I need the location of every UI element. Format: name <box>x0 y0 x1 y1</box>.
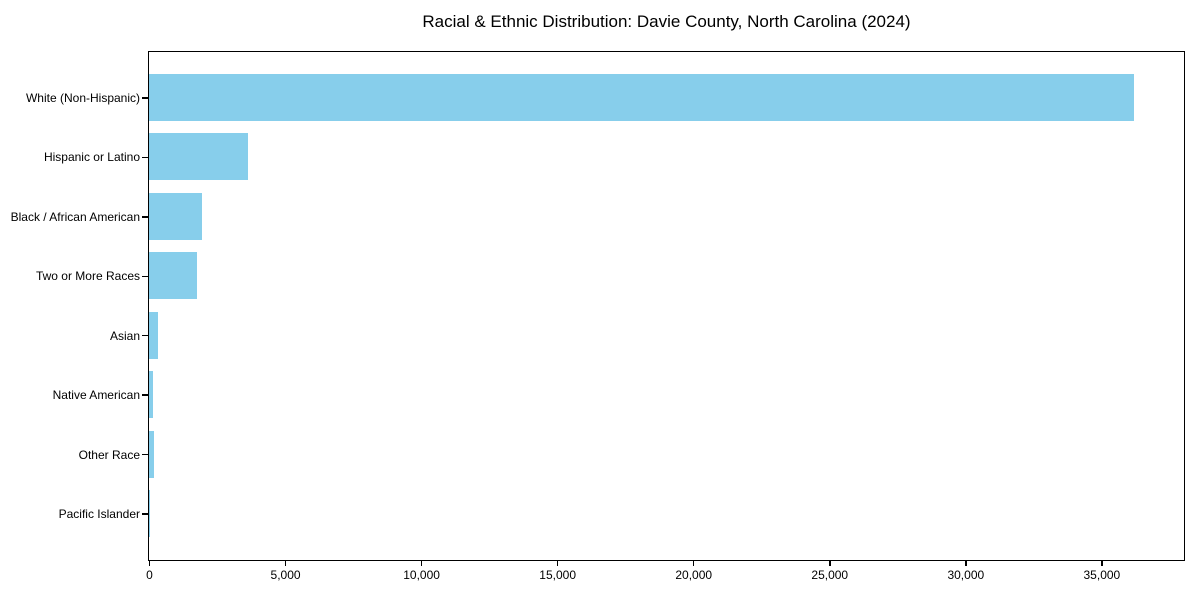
x-tick-mark <box>692 560 695 566</box>
y-axis-label: Hispanic or Latino <box>43 150 140 165</box>
y-axis-label: Pacific Islander <box>58 507 140 521</box>
bar <box>149 133 249 181</box>
x-axis-tick-label: 35,000 <box>1083 568 1121 582</box>
bar <box>149 74 1135 121</box>
x-tick-mark <box>284 560 287 566</box>
x-axis-tick-label: 15,000 <box>539 568 577 582</box>
bar <box>149 371 154 419</box>
y-tick-mark <box>142 513 148 515</box>
y-tick-mark <box>142 394 148 396</box>
x-tick-mark <box>1101 560 1103 566</box>
x-axis-tick-label: 10,000 <box>403 568 440 582</box>
y-tick-mark <box>142 156 148 159</box>
plot-area <box>148 51 1185 561</box>
bar <box>149 192 203 240</box>
y-tick-mark <box>142 275 148 278</box>
chart-title: Racial & Ethnic Distribution: Davie Coun… <box>422 12 911 31</box>
x-axis-tick-label: 30,000 <box>947 568 985 582</box>
y-axis-label: Other Race <box>78 447 140 462</box>
x-tick-mark <box>420 560 423 566</box>
x-axis-tick-label: 5,000 <box>270 568 301 582</box>
bar <box>149 311 158 359</box>
x-tick-mark <box>829 560 831 566</box>
bar <box>149 252 198 300</box>
y-tick-mark <box>142 216 148 218</box>
y-tick-mark <box>142 453 148 456</box>
y-axis-label: Asian <box>109 328 140 343</box>
x-axis-tick-label: 0 <box>146 568 153 582</box>
y-axis-label: Native American <box>52 388 140 403</box>
bar <box>149 430 154 478</box>
y-tick-mark <box>142 97 148 99</box>
x-axis-tick-label: 25,000 <box>811 568 849 582</box>
y-axis-label: Black / African American <box>10 209 140 224</box>
y-tick-mark <box>142 334 148 337</box>
x-tick-mark <box>556 560 559 566</box>
y-axis-label: White (Non-Hispanic) <box>25 91 140 105</box>
x-tick-mark <box>148 560 151 566</box>
y-axis-label: Two or More Races <box>35 269 140 284</box>
x-axis-tick-label: 20,000 <box>675 568 713 582</box>
bar <box>149 490 150 537</box>
x-tick-mark <box>965 560 967 566</box>
